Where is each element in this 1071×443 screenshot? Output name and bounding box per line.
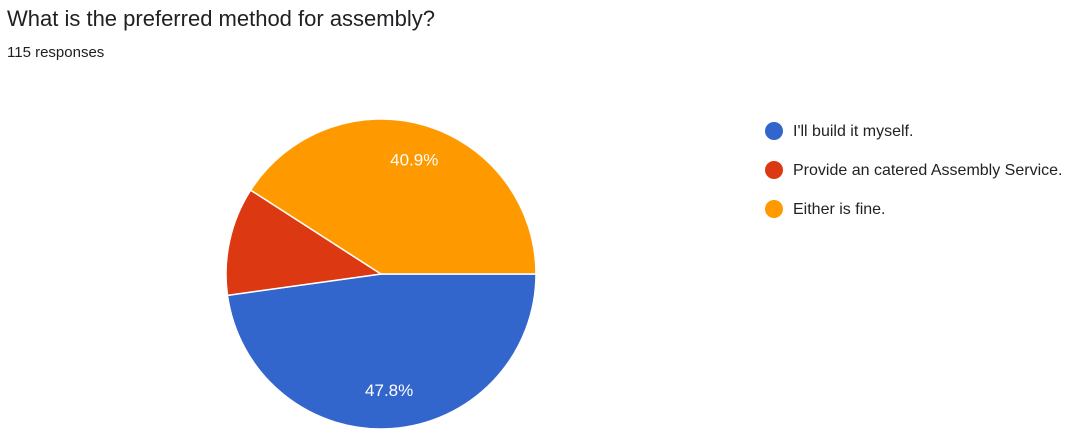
slice-label: 40.9% xyxy=(390,150,438,169)
pie-slice xyxy=(225,189,384,297)
legend-item: I'll build it myself. xyxy=(765,120,1065,143)
legend-swatch xyxy=(765,161,783,179)
legend: I'll build it myself. Provide an catered … xyxy=(765,120,1065,237)
legend-label: I'll build it myself. xyxy=(793,123,914,140)
legend-label: Provide an catered Assembly Service. xyxy=(793,162,1063,179)
legend-swatch xyxy=(765,122,783,140)
pie-slice xyxy=(249,118,537,275)
pie-slice xyxy=(226,273,537,430)
slice-label: 47.8% xyxy=(365,381,413,400)
legend-swatch xyxy=(765,200,783,218)
legend-item: Provide an catered Assembly Service. xyxy=(765,159,1065,182)
chart-title: What is the preferred method for assembl… xyxy=(7,6,435,31)
chart-subtitle: 115 responses xyxy=(7,44,105,61)
legend-item: Either is fine. xyxy=(765,198,1065,221)
legend-label: Either is fine. xyxy=(793,201,886,218)
